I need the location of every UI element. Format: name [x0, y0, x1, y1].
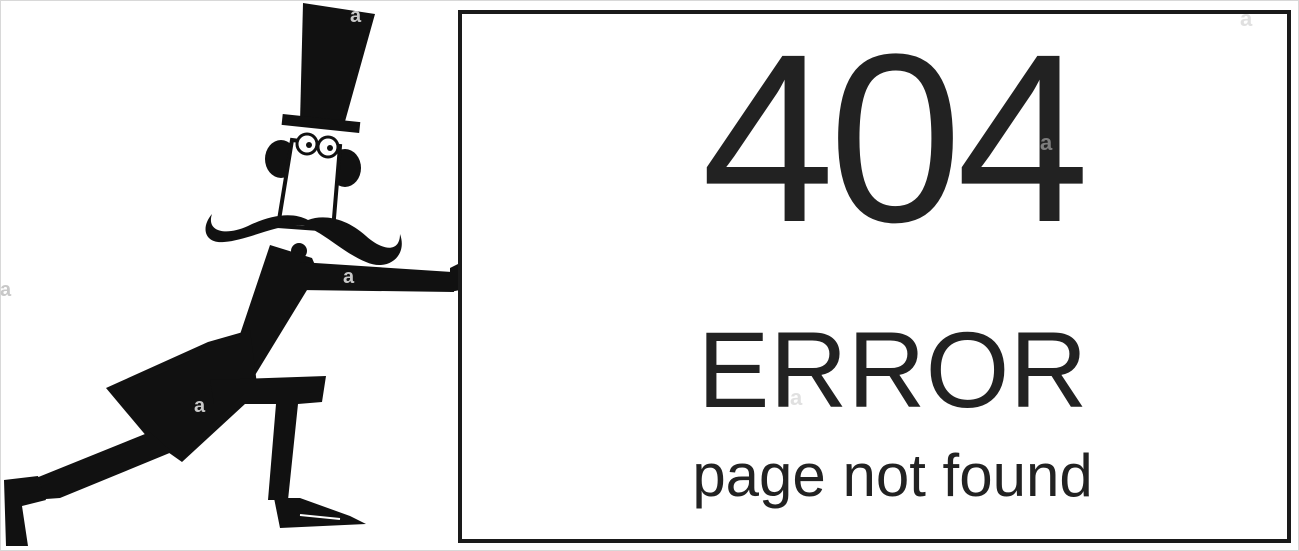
watermark-glyph: a — [343, 266, 355, 288]
front-shoe — [274, 498, 366, 528]
watermark-glyph: a — [350, 5, 362, 27]
watermark-glyph: a — [1040, 130, 1053, 155]
back-shoe — [4, 476, 46, 546]
top-hat-crown — [300, 3, 375, 125]
error-message: page not found — [692, 442, 1093, 509]
gentleman-pushing-sign-icon: a a a a — [0, 3, 494, 546]
watermark-glyph: a — [194, 395, 206, 417]
top-hat-brim — [281, 113, 361, 134]
watermark-glyph: a — [0, 279, 12, 301]
arm — [300, 262, 454, 292]
error-title: ERROR — [697, 309, 1088, 430]
watermark-glyph: a — [790, 385, 803, 410]
back-leg — [32, 432, 172, 500]
watermark-glyph: a — [1240, 6, 1253, 31]
front-leg — [210, 376, 326, 500]
coat-tails — [106, 330, 258, 462]
error-sign: 404 ERROR page not found — [458, 10, 1291, 543]
mustache — [205, 214, 402, 266]
error-code: 404 — [701, 4, 1089, 272]
